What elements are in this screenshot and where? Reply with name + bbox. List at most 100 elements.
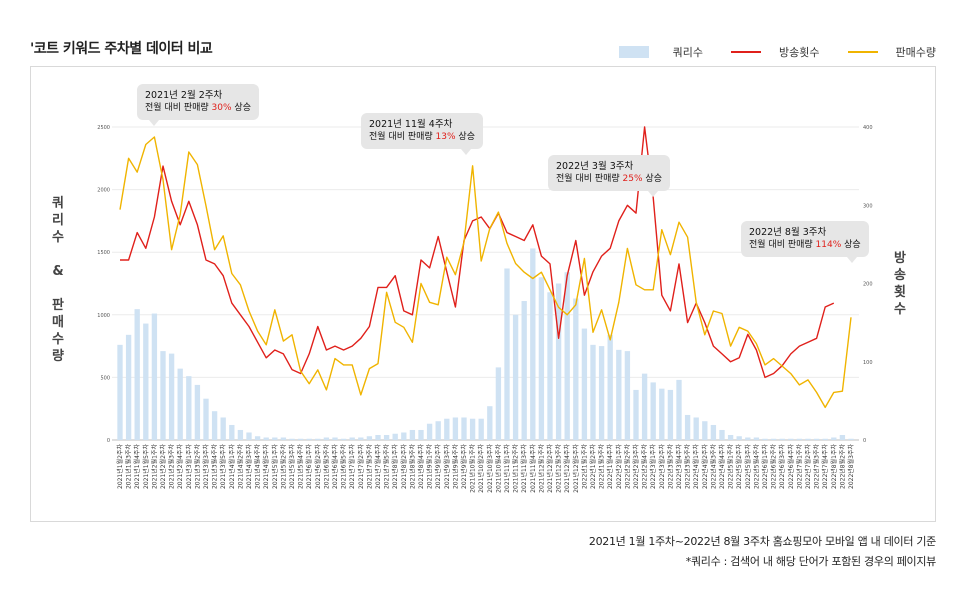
bar-query bbox=[469, 418, 476, 440]
footer-note: *쿼리수 : 검색어 내 해당 단어가 포함된 경우의 페이지뷰 bbox=[685, 555, 937, 568]
bar-query bbox=[168, 353, 175, 440]
x-tick-label: 2022년3월1주차 bbox=[649, 444, 657, 489]
bar-query bbox=[306, 438, 312, 440]
bar-query bbox=[633, 389, 639, 440]
callout-title: 2021년 11월 4주차 bbox=[369, 119, 453, 130]
bar-query bbox=[538, 277, 545, 440]
bar-query bbox=[710, 424, 717, 440]
x-tick-label: 2021년7월1주차 bbox=[348, 444, 356, 489]
bar-query bbox=[401, 432, 407, 440]
x-tick-label: 2021년9월5주차 bbox=[460, 444, 468, 489]
x-tick-label: 2021년1월5주차 bbox=[142, 444, 150, 489]
x-tick-label: 2022년6월2주차 bbox=[770, 444, 778, 489]
bar-query bbox=[598, 346, 605, 440]
bar-query bbox=[177, 368, 183, 440]
bar-query bbox=[573, 298, 579, 440]
bar-query bbox=[263, 437, 269, 440]
callout-text: 전월 대비 판매량 30% 상승 bbox=[145, 103, 251, 113]
bar-query bbox=[272, 437, 278, 440]
x-tick-label: 2021년12월4주차 bbox=[563, 444, 571, 493]
bar-query bbox=[512, 314, 519, 440]
bar-query bbox=[461, 417, 467, 440]
y-axis-left-label-char bbox=[50, 280, 66, 297]
chart-frame bbox=[30, 66, 936, 522]
bar-query bbox=[831, 437, 837, 440]
x-tick-label: 2022년7월3주차 bbox=[813, 444, 821, 489]
bar-query bbox=[444, 418, 450, 440]
legend-swatch-sales bbox=[847, 51, 878, 53]
bar-query bbox=[383, 434, 390, 440]
bar-query bbox=[392, 433, 398, 440]
legend-label-query: 쿼리수 bbox=[672, 46, 704, 59]
bar-query bbox=[229, 424, 235, 440]
y-tick-label: 2500 bbox=[97, 125, 110, 131]
bar-query bbox=[125, 334, 132, 440]
bar-query bbox=[297, 438, 304, 440]
x-tick-label: 2022년3월5주차 bbox=[684, 444, 692, 489]
y-axis-right-label-char: 방 bbox=[894, 251, 906, 266]
x-tick-label: 2022년2월2주차 bbox=[623, 444, 631, 489]
x-tick-label: 2021년1월2주차 bbox=[116, 444, 124, 489]
bar-query bbox=[452, 417, 459, 440]
x-tick-label: 2022년2월1주차 bbox=[615, 444, 623, 489]
bar-query bbox=[762, 438, 768, 440]
bar-query bbox=[805, 438, 811, 440]
x-tick-label: 2021년10월2주차 bbox=[477, 444, 485, 493]
x-tick-label: 2021년4월3주차 bbox=[245, 444, 253, 489]
callout-title: 2022년 3월 3주차 bbox=[556, 161, 634, 172]
x-tick-label: 2022년8월2주차 bbox=[838, 444, 846, 489]
bar-query bbox=[220, 417, 226, 440]
callout-2021-feb: 2021년 2월 2주차 전월 대비 판매량 30% 상승 bbox=[137, 84, 259, 126]
bar-query bbox=[848, 438, 854, 440]
y2-tick-label: 200 bbox=[863, 282, 873, 288]
chart-title: '코트 키워드 주차별 데이터 비교 bbox=[30, 41, 213, 57]
x-tick-label: 2022년5월3주차 bbox=[744, 444, 752, 489]
bar-query bbox=[779, 438, 785, 440]
x-tick-label: 2021년6월2주차 bbox=[314, 444, 322, 489]
y-tick-label: 1500 bbox=[97, 250, 110, 256]
bar-query bbox=[332, 437, 338, 440]
x-tick-label: 2021년4월1주차 bbox=[228, 444, 236, 489]
x-tick-label: 2021년7월4주차 bbox=[374, 444, 382, 489]
footer-source: 2021년 1월 1주차~2022년 8월 3주차 홈쇼핑모아 모바일 앱 내 … bbox=[588, 535, 936, 548]
x-tick-label: 2021년9월3주차 bbox=[443, 444, 451, 489]
x-tick-label: 2021년2월3주차 bbox=[168, 444, 176, 489]
y2-tick-label: 100 bbox=[863, 360, 873, 366]
callout-text: 전월 대비 판매량 25% 상승 bbox=[556, 174, 662, 184]
legend-swatch-query bbox=[618, 46, 649, 58]
bar-query bbox=[624, 351, 631, 440]
x-tick-label: 2022년7월1주차 bbox=[795, 444, 803, 489]
x-tick-label: 2022년1월2주차 bbox=[589, 444, 597, 489]
x-tick-label: 2021년1월4주차 bbox=[133, 444, 141, 489]
y-axis-left-label-char: 량 bbox=[52, 349, 64, 364]
bar-query bbox=[607, 334, 613, 440]
x-tick-label: 2022년3월3주차 bbox=[666, 444, 674, 489]
bar-query bbox=[254, 436, 261, 440]
x-tick-label: 2021년2월2주차 bbox=[159, 444, 167, 489]
x-tick-label: 2021년4월2주차 bbox=[236, 444, 244, 489]
callout-title: 2022년 8월 3주차 bbox=[749, 227, 827, 238]
bar-query bbox=[667, 389, 674, 440]
x-tick-label: 2022년4월3주차 bbox=[709, 444, 717, 489]
bar-query bbox=[796, 438, 803, 440]
x-tick-label: 2021년11월3주차 bbox=[520, 444, 528, 493]
x-tick-label: 2021년9월2주차 bbox=[434, 444, 442, 489]
y-tick-label: 2000 bbox=[97, 188, 110, 194]
y-tick-label: 0 bbox=[107, 438, 110, 444]
x-tick-label: 2021년8월3주차 bbox=[408, 444, 416, 489]
bar-query bbox=[186, 376, 192, 440]
x-tick-label: 2022년1월1주차 bbox=[580, 444, 588, 489]
x-tick-label: 2022년7월4주차 bbox=[821, 444, 829, 489]
x-tick-label: 2021년11월2주차 bbox=[512, 444, 520, 493]
y2-tick-label: 300 bbox=[863, 203, 873, 209]
x-tick-label: 2022년5월4주차 bbox=[752, 444, 760, 489]
bar-query bbox=[340, 438, 347, 440]
y2-tick-label: 0 bbox=[863, 438, 866, 444]
x-tick-label: 2021년4월4주차 bbox=[254, 444, 262, 489]
y-axis-left-label-char: 판 bbox=[52, 298, 64, 313]
x-tick-label: 2021년7월5주차 bbox=[383, 444, 391, 489]
callout-text: 전월 대비 판매량 114% 상승 bbox=[749, 240, 861, 250]
bar-query bbox=[117, 344, 123, 440]
y-axis-right-label-char: 횟 bbox=[894, 285, 906, 300]
